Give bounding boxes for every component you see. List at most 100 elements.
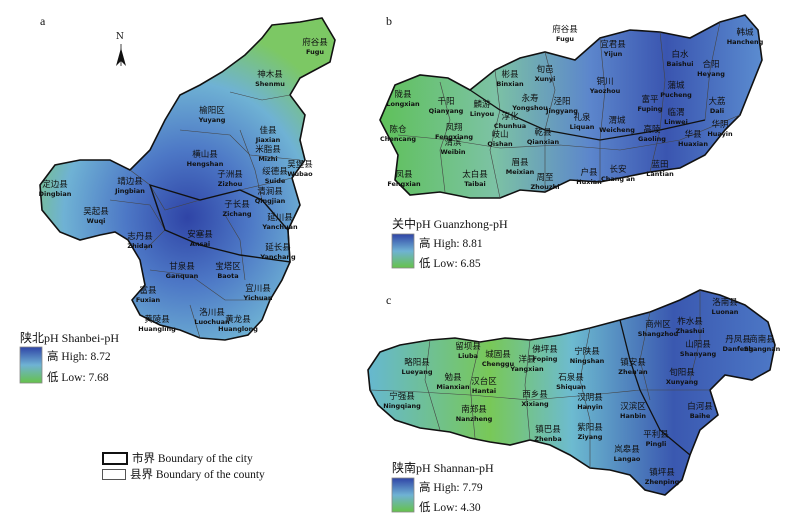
county-label-cn: 宝塔区	[215, 262, 241, 272]
legend-b-title: 关中pH Guanzhong-pH	[392, 217, 508, 231]
north-arrow-icon	[116, 44, 126, 66]
county-label-cn: 大荔	[708, 97, 726, 107]
county-label-cn: 西乡县	[522, 390, 548, 400]
county-label-cn: 岐山	[491, 130, 509, 140]
county-label-en: Liuba	[457, 352, 479, 360]
county-label-cn: 安塞县	[187, 230, 213, 240]
county-label: 镇巴县 Zhenba	[534, 426, 561, 444]
county-label-cn: 合阳	[702, 60, 720, 70]
county-label: 勉县 Mianxian	[436, 374, 469, 392]
county-label: 紫阳县 Ziyang	[577, 424, 603, 442]
county-label: 富县 Fuxian	[136, 287, 160, 305]
county-label: 淳化 Chunhua	[494, 113, 526, 131]
county-label: 洋县 Yangxian	[510, 356, 543, 374]
county-label-en: Huaxian	[678, 140, 708, 148]
county-label: 太白县 Taibai	[462, 171, 488, 189]
county-label: 户县 Huxian	[576, 169, 602, 187]
county-label-cn: 延川县	[267, 213, 293, 223]
county-label-cn: 乾县	[534, 128, 552, 138]
county-label: 千阳 Qianyang	[429, 98, 464, 116]
county-label: 岐山 Qishan	[487, 131, 512, 149]
county-label-cn: 绥德县	[262, 167, 288, 177]
county-label: 黄龙县 Huanglong	[218, 316, 258, 334]
county-label: 陇县 Longxian	[386, 91, 419, 109]
county-label-cn: 洋县	[518, 355, 536, 365]
county-label-en: Xunyang	[665, 378, 699, 386]
county-label-cn: 神木县	[257, 70, 283, 80]
county-label: 韩城 Hancheng	[727, 29, 764, 47]
county-label-cn: 华县	[684, 130, 702, 140]
county-label-cn: 米脂县	[255, 145, 281, 155]
county-label-en: Foping	[532, 355, 558, 363]
county-label: 汉滨区 Hanbin	[620, 403, 646, 421]
county-label-en: Binxian	[496, 80, 524, 88]
county-label-en: Lantian	[646, 170, 674, 178]
county-label: 华阴 Huayin	[707, 121, 732, 139]
county-label: 洛南县 Luonan	[712, 299, 739, 317]
county-label-en: Huayin	[707, 130, 733, 138]
county-label-en: Danfeng	[722, 345, 754, 353]
city-boundary-swatch	[102, 451, 128, 465]
county-label-cn: 高陵	[643, 125, 661, 135]
county-label-en: Zhen'an	[618, 368, 648, 376]
county-label-cn: 长安	[609, 165, 627, 175]
county-label: 横山县 Hengshan	[187, 151, 224, 169]
county-label-cn: 淳化	[501, 112, 519, 122]
county-label-cn: 子洲县	[217, 170, 243, 180]
county-label-en: Fengxiang	[435, 133, 473, 141]
county-label-en: Zizhou	[217, 180, 243, 188]
county-label-cn: 汉台区	[471, 377, 497, 387]
county-label-en: Yichuan	[243, 294, 273, 302]
county-label-cn: 汉阴县	[577, 393, 603, 403]
county-label: 汉阴县 Hanyin	[577, 394, 603, 412]
county-label-cn: 佳县	[259, 126, 277, 136]
county-label: 凤县 Fengxian	[387, 171, 420, 189]
county-label-cn: 山阳县	[685, 340, 711, 350]
county-label: 绥德县 Suide	[262, 168, 288, 186]
county-label-cn: 宜君县	[600, 40, 626, 50]
county-label-en: Dingbian	[38, 190, 72, 198]
county-label-cn: 靖边县	[117, 177, 143, 187]
county-label-en: Fuping	[637, 105, 663, 113]
county-label-cn: 凤县	[395, 170, 413, 180]
legend-b-bar	[391, 233, 415, 269]
county-label-en: Chang'an	[600, 175, 636, 183]
county-label: 榆阳区 Yuyang	[199, 107, 226, 125]
county-label: 蒲城 Pucheng	[660, 82, 692, 100]
county-label: 渭城 Weicheng	[599, 117, 635, 135]
county-label-en: Zhidan	[127, 242, 153, 250]
county-label-en: Yanchang	[260, 253, 296, 261]
county-label: 府谷县 Fugu	[552, 26, 578, 44]
county-label-en: Liquan	[569, 123, 595, 131]
legend-b-low: 低 Low: 6.85	[419, 258, 481, 270]
county-label-en: Chenggu	[481, 360, 515, 368]
county-boundary-legend: 县界 Boundary of the county	[102, 466, 265, 482]
county-label-cn: 镇坪县	[649, 468, 675, 478]
county-label-cn: 吴起县	[83, 207, 109, 217]
county-label: 镇坪县 Zhenping	[645, 469, 680, 487]
county-label-cn: 宁陕县	[574, 347, 600, 357]
county-label-en: Ziyang	[577, 433, 603, 441]
county-label: 商州区 Shangzhou	[638, 321, 678, 339]
county-label: 旬邑 Xunyi	[535, 66, 556, 84]
county-label-en: Baishui	[666, 60, 694, 68]
county-label-cn: 柞水县	[677, 317, 703, 327]
county-label-cn: 眉县	[511, 158, 529, 168]
county-label-en: Luonan	[711, 308, 739, 316]
county-label: 高陵 Gaoling	[638, 126, 666, 144]
county-label: 佛坪县 Foping	[532, 346, 558, 364]
county-label: 旬阳县 Xunyang	[666, 369, 698, 387]
county-label-en: Chencang	[380, 135, 416, 143]
county-label-cn: 宜川县	[245, 284, 271, 294]
panel-letter-b: b	[386, 14, 392, 28]
county-label-cn: 延长县	[265, 243, 291, 253]
county-label: 合阳 Heyang	[697, 61, 725, 79]
county-label: 府谷县 Fugu	[302, 39, 328, 57]
shanbei-region	[39, 17, 336, 341]
county-label: 延川县 Yanchuan	[262, 214, 297, 232]
county-label-en: Xixiang	[521, 400, 549, 408]
county-label: 周至 Zhouzhi	[530, 174, 559, 192]
county-label-en: Hancheng	[726, 38, 764, 46]
county-label-cn: 丹凤县	[725, 335, 751, 345]
county-label: 山阳县 Shanyang	[680, 341, 716, 359]
